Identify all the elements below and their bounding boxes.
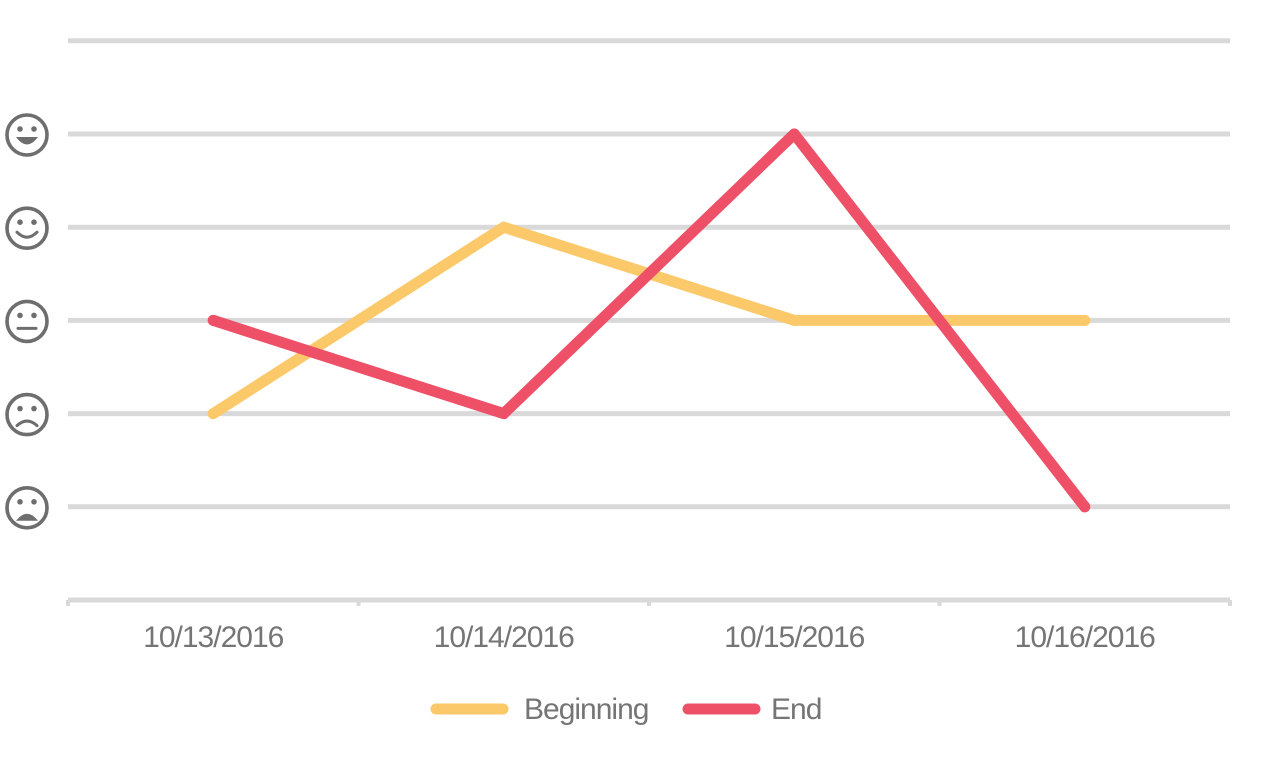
x-axis: 10/13/2016 10/14/2016 10/15/2016 10/16/2016 [66, 597, 1232, 654]
data-point-end [498, 408, 510, 420]
x-tick-label: 10/13/2016 [143, 621, 283, 654]
x-tick-label: 10/16/2016 [1015, 621, 1155, 654]
legend-item-end: End [682, 693, 822, 726]
x-tick-label: 10/14/2016 [434, 621, 574, 654]
very-sad-face-icon [5, 485, 49, 530]
legend: Beginning End [430, 693, 822, 726]
y-axis-icons [5, 113, 49, 530]
smiling-face-icon [5, 206, 49, 250]
legend-label: Beginning [524, 693, 648, 726]
legend-item-beginning: Beginning [430, 693, 649, 726]
data-point-end [1079, 501, 1091, 513]
data-point-beginning [1079, 314, 1091, 326]
legend-label: End [771, 693, 821, 726]
sad-face-icon [5, 392, 49, 437]
data-point-beginning [207, 408, 219, 420]
series-layer [207, 128, 1091, 513]
x-tick-label: 10/15/2016 [724, 621, 864, 654]
series-line-end [207, 128, 1091, 513]
neutral-face-icon [5, 299, 49, 344]
gridlines [68, 38, 1230, 510]
data-point-beginning [498, 221, 510, 233]
data-point-beginning [788, 314, 800, 326]
grinning-face-icon [5, 113, 49, 157]
data-point-end [788, 128, 800, 140]
data-point-end [207, 314, 219, 326]
